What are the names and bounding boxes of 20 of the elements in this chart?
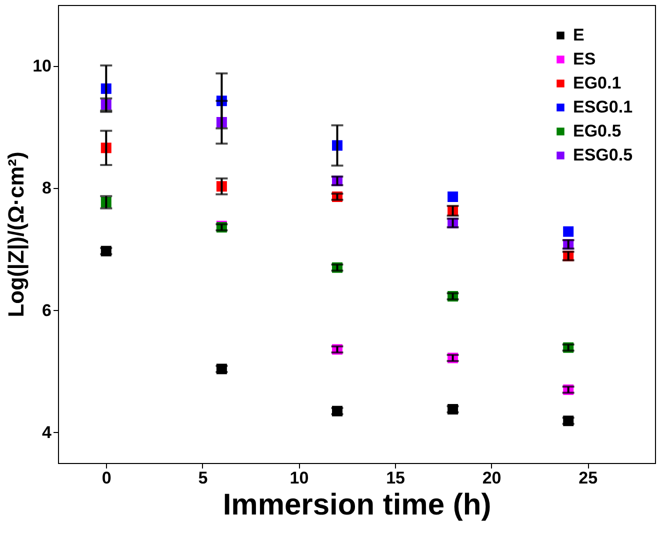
x-tick-label: 15 xyxy=(386,468,405,488)
legend-label: EG0.5 xyxy=(573,122,622,140)
y-tick-label: 8 xyxy=(42,178,52,198)
x-tick-label: 10 xyxy=(290,468,309,488)
x-tick-label: 20 xyxy=(482,468,502,488)
x-axis-title: Immersion time (h) xyxy=(222,488,492,522)
legend-label: E xyxy=(573,26,584,44)
x-tick-label: 0 xyxy=(102,468,112,488)
legend-label: EG0.1 xyxy=(573,74,622,92)
x-tick-label: 25 xyxy=(578,468,598,488)
y-tick-label: 4 xyxy=(42,422,52,442)
x-tick-label: 5 xyxy=(198,468,208,488)
point xyxy=(563,226,574,237)
y-tick-label: 6 xyxy=(42,300,52,320)
legend-label: ESG0.1 xyxy=(573,98,633,116)
legend-label: ES xyxy=(573,50,596,68)
point xyxy=(448,192,458,202)
y-tick-label: 10 xyxy=(32,56,52,76)
legend-label: ESG0.5 xyxy=(573,146,633,164)
y-axis-title: Log(|Z|)/(Ω·cm²) xyxy=(4,152,29,318)
